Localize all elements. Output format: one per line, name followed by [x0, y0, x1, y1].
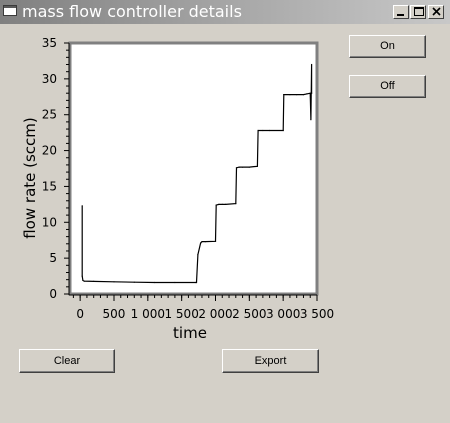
title-bar[interactable]: mass flow controller details: [0, 0, 450, 24]
x-ticks: 0 500 1 000 1 500 2 000 2 500 3 000 3 500: [72, 295, 334, 321]
data-point: [302, 94, 305, 96]
data-point: [201, 241, 203, 243]
plot-area: [68, 41, 319, 296]
x-tick-label: 1 500: [164, 307, 198, 321]
data-point: [311, 92, 313, 94]
y-tick-label: 25: [42, 108, 57, 122]
data-point: [83, 280, 85, 282]
data-point: [214, 240, 217, 242]
data-point: [310, 119, 312, 121]
data-point: [248, 166, 250, 168]
y-tick-label: 20: [42, 144, 57, 158]
data-point: [235, 167, 238, 169]
data-point: [311, 63, 313, 66]
window-icon: [3, 5, 17, 16]
minimize-button[interactable]: [393, 5, 409, 19]
data-point: [221, 203, 223, 205]
data-point: [225, 203, 227, 205]
y-tick-label: 35: [42, 36, 57, 50]
data-point: [262, 129, 264, 132]
y-tick-label: 0: [49, 287, 57, 301]
y-tick-label: 10: [42, 215, 57, 229]
data-point: [238, 166, 240, 168]
x-tick-label: 2 000: [198, 307, 232, 321]
data-point: [82, 279, 84, 281]
x-axis-label: time: [173, 324, 207, 342]
data-point: [113, 281, 115, 283]
data-point: [296, 94, 298, 96]
x-tick-label: 0: [76, 307, 84, 321]
data-point: [200, 242, 202, 244]
data-point: [197, 254, 199, 256]
data-point: [81, 205, 83, 207]
data-point: [235, 203, 237, 205]
clear-button[interactable]: Clear: [19, 349, 115, 373]
data-point: [93, 280, 95, 282]
data-point: [256, 165, 258, 167]
y-tick-label: 5: [49, 251, 57, 265]
data-point: [133, 281, 135, 283]
data-point: [81, 275, 83, 277]
data-point: [195, 281, 198, 284]
y-ticks: 0 5 10 15 20 25 30 35: [42, 36, 69, 301]
close-icon: [432, 7, 441, 16]
y-tick-label: 15: [42, 179, 57, 193]
data-point: [194, 281, 196, 284]
data-point: [283, 94, 285, 96]
data-point: [257, 129, 259, 132]
x-tick-label: 3 000: [266, 307, 300, 321]
data-point: [282, 129, 284, 132]
window-title: mass flow controller details: [22, 2, 242, 21]
data-point: [174, 281, 176, 284]
on-button[interactable]: On: [349, 35, 426, 58]
x-tick-label: 500: [103, 307, 126, 321]
data-point: [218, 203, 220, 205]
maximize-button[interactable]: [410, 5, 426, 19]
data-point: [204, 241, 206, 243]
data-point: [289, 94, 291, 96]
off-button[interactable]: Off: [349, 75, 426, 98]
close-button[interactable]: [428, 5, 444, 19]
x-tick-label: 3 500: [300, 307, 334, 321]
y-axis-label: flow rate (sccm): [21, 117, 39, 239]
maximize-icon: [414, 7, 424, 16]
export-button[interactable]: Export: [222, 349, 319, 373]
data-point: [242, 166, 244, 168]
y-tick-label: 30: [42, 72, 57, 86]
data-point: [269, 129, 271, 132]
x-tick-label: 2 500: [232, 307, 266, 321]
series-layer: [81, 63, 313, 284]
minimize-icon: [397, 14, 404, 16]
data-point: [306, 93, 308, 95]
data-point: [154, 281, 156, 284]
x-tick-label: 1 000: [131, 307, 165, 321]
data-point: [215, 204, 217, 206]
data-point: [309, 92, 311, 94]
